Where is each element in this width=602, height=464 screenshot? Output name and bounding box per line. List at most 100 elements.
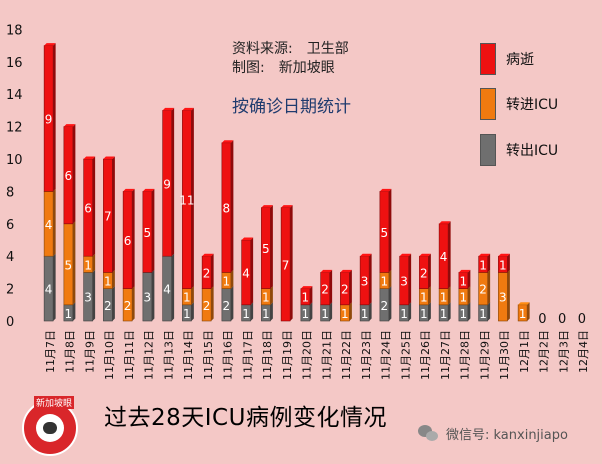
bar-segment-side <box>53 253 56 321</box>
x-tick-label: 12月4日 <box>577 330 590 373</box>
bar-segment-side <box>112 156 115 273</box>
bar-top <box>340 269 352 273</box>
bar-segment-side <box>467 269 471 289</box>
bar-segment-side <box>290 205 293 321</box>
bar-top <box>63 124 76 127</box>
bar-data-label: 1 <box>381 275 389 289</box>
legend-swatch-deaths <box>480 43 496 75</box>
bar-segment-side <box>329 269 333 305</box>
bar-top <box>478 253 491 257</box>
bar-segment-side <box>408 302 412 321</box>
legend-label-deaths: 病逝 <box>506 52 534 68</box>
x-tick-label: 12月1日 <box>518 330 531 373</box>
x-tick-label: 11月16日 <box>222 330 235 380</box>
bar-segment-side <box>507 253 510 273</box>
y-tick-label: 6 <box>6 218 14 233</box>
bar-segment-side <box>507 269 510 321</box>
bar-top <box>360 253 372 257</box>
legend-swatch-icu-out <box>480 134 496 166</box>
bar-segment-side <box>151 188 155 273</box>
bar-data-label: 7 <box>104 210 112 224</box>
bar-segment-side <box>388 286 392 321</box>
bar-segment-side <box>112 286 115 321</box>
bar-segment-side <box>132 188 135 289</box>
bar-data-label: 2 <box>203 299 211 313</box>
bar-segment-side <box>211 286 214 321</box>
bar-segment-side <box>72 124 76 224</box>
bar-segment-side <box>487 302 491 321</box>
bar-top <box>439 221 451 224</box>
source-line: 资料来源: 卫生部 <box>232 41 349 57</box>
bar-segment-side <box>309 302 313 321</box>
y-tick-label: 0 <box>6 315 14 330</box>
bar-data-label: 1 <box>440 307 448 321</box>
zero-label: 0 <box>558 312 566 327</box>
legend-item-icu-in: 转进ICU <box>480 88 558 120</box>
x-tick-label: 11月21日 <box>320 330 333 380</box>
x-tick-label: 12月2日 <box>538 330 551 373</box>
bar-data-label: 2 <box>104 299 112 313</box>
bar-data-label: 3 <box>144 291 152 305</box>
bar-top <box>123 188 135 192</box>
bar-segment-side <box>230 140 234 273</box>
bar-top <box>498 253 510 257</box>
bar-data-label: 1 <box>84 258 92 272</box>
bar-segment-side <box>329 302 333 321</box>
bar-data-label: 1 <box>420 307 428 321</box>
bar-data-label: 4 <box>45 283 53 297</box>
bar-segment-side <box>53 43 56 192</box>
chart-title: 过去28天ICU病例变化情况 <box>104 405 387 431</box>
bar-data-label: 1 <box>460 307 468 321</box>
bar-data-label: 1 <box>262 307 270 321</box>
bar-data-label: 1 <box>400 307 408 321</box>
bar-data-label: 5 <box>381 226 389 240</box>
x-tick-label: 11月26日 <box>419 330 432 380</box>
bar-data-label: 3 <box>499 291 507 305</box>
x-tick-label: 11月9日 <box>83 330 96 373</box>
bar-top <box>221 140 234 143</box>
bar-segment-side <box>448 221 451 289</box>
bar-data-label: 1 <box>420 291 428 305</box>
bar-segment-side <box>92 269 96 321</box>
y-tick-label: 18 <box>6 23 23 38</box>
bar-data-label: 3 <box>84 291 92 305</box>
legend-swatch-icu-in <box>480 88 496 120</box>
bar-data-label: 4 <box>242 266 250 280</box>
bar-data-label: 1 <box>223 275 231 289</box>
x-tick-label: 11月7日 <box>44 330 57 373</box>
bar-data-label: 2 <box>321 283 329 297</box>
x-tick-label: 11月12日 <box>143 330 156 380</box>
x-tick-label: 11月11日 <box>123 330 136 380</box>
bar-top <box>518 302 530 305</box>
y-tick-label: 4 <box>6 250 14 265</box>
bar-segment-side <box>428 302 431 321</box>
x-tick-label: 11月19日 <box>281 330 294 380</box>
bar-data-label: 5 <box>262 242 270 256</box>
bar-data-label: 1 <box>519 307 527 321</box>
bar-segment-side <box>487 269 491 305</box>
x-tick-label: 11月14日 <box>182 330 195 380</box>
bar-data-label: 4 <box>163 283 171 297</box>
bar-data-label: 9 <box>45 113 53 127</box>
bar-data-label: 1 <box>361 307 369 321</box>
y-tick-label: 16 <box>6 56 23 71</box>
bar-top <box>103 156 115 159</box>
bar-segment-side <box>467 286 471 305</box>
x-tick-label: 11月13日 <box>162 330 175 380</box>
bar-segment-side <box>487 253 491 273</box>
bar-top <box>142 188 155 192</box>
bar-segment-side <box>369 253 372 305</box>
bar-data-label: 2 <box>341 283 349 297</box>
legend-label-icu-out: 转出ICU <box>506 143 559 159</box>
bar-data-label: 1 <box>341 307 349 321</box>
bar-top <box>458 269 471 273</box>
bar-data-label: 1 <box>321 307 329 321</box>
bar-segment-side <box>132 286 135 321</box>
bar-data-label: 1 <box>65 307 73 321</box>
x-tick-label: 11月23日 <box>360 330 373 380</box>
bar-top <box>83 156 96 159</box>
bar-data-label: 2 <box>381 299 389 313</box>
bar-top <box>44 43 56 46</box>
bar-data-label: 2 <box>420 266 428 280</box>
bar-segment-side <box>191 107 194 289</box>
